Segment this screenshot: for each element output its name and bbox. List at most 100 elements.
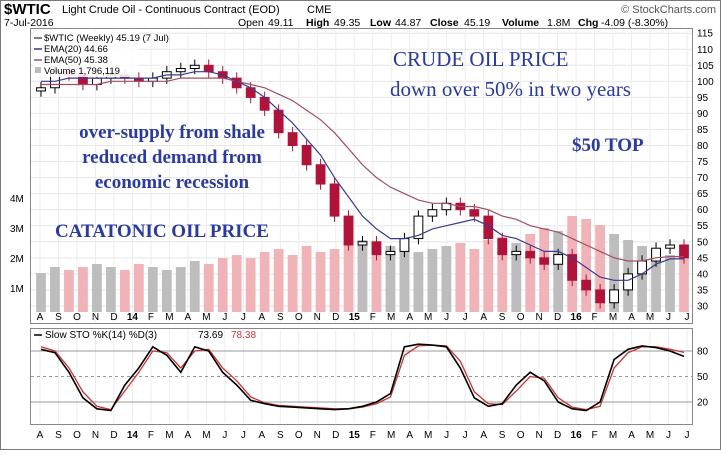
low-label: Low [370, 17, 392, 29]
x-tick-label: A [258, 430, 265, 441]
annotation-cause-1: over-supply from shale [79, 122, 265, 143]
stoch-d-value: 78.38 [231, 330, 256, 341]
x-tick-label: O [517, 430, 525, 441]
stoch-tick-label: 50 [697, 372, 709, 383]
x-tick-label: N [92, 312, 99, 323]
x-tick-label: J [685, 430, 690, 441]
volume-bar [217, 258, 228, 312]
volume-tick-label: 1M [10, 284, 24, 295]
volume-bar [455, 243, 466, 312]
x-tick-label: A [628, 430, 635, 441]
candle-body [287, 132, 298, 147]
chart-date: 7-Jul-2016 [4, 17, 54, 29]
volume-bar [287, 255, 298, 312]
volume-label: Volume [502, 17, 539, 29]
volume-bar [553, 231, 564, 312]
legend-volume: Volume 1,796,119 [44, 66, 120, 77]
volume-tick-label: 4M [10, 194, 24, 205]
x-tick-label: M [424, 430, 432, 441]
price-tick-label: 60 [697, 205, 709, 216]
x-tick-label: D [110, 312, 117, 323]
volume-value: 1.8M [547, 17, 570, 29]
volume-bar [343, 243, 354, 312]
x-tick-label: N [535, 312, 542, 323]
candle-body [483, 215, 494, 240]
volume-bar [203, 264, 214, 312]
x-tick-label: M [424, 312, 432, 323]
x-tick-label: J [222, 430, 227, 441]
x-tick-label: 15 [349, 430, 361, 441]
volume-bar [427, 249, 438, 312]
volume-bar [413, 252, 424, 312]
x-tick-label: O [73, 430, 81, 441]
price-tick-label: 90 [697, 109, 709, 120]
volume-bar [399, 249, 410, 312]
candle-body [315, 164, 326, 185]
ema50-line [41, 77, 684, 262]
stoch-tick-label: 20 [697, 398, 709, 409]
candle-body [203, 64, 214, 73]
x-tick-label: J [666, 312, 671, 323]
x-tick-label: M [202, 430, 210, 441]
candle-body [651, 247, 661, 262]
x-tick-label: J [222, 312, 227, 323]
stoch-label: Slow STO %K(14) %D(3) [45, 330, 157, 341]
volume-bar [105, 267, 116, 312]
volume-tick-label: 3M [10, 224, 24, 235]
legend-bg [33, 31, 138, 77]
symbol: $WTIC [4, 1, 51, 18]
x-tick-label: O [295, 430, 303, 441]
high-label: High [306, 17, 329, 29]
ohlc-readout: Open 49.11 High 49.35 Low 44.87 Close 45… [238, 17, 668, 29]
candle-body [329, 183, 340, 217]
x-tick-label: F [370, 312, 376, 323]
close-value: 45.19 [464, 17, 490, 29]
volume-bar [441, 246, 452, 312]
price-tick-label: 50 [697, 237, 709, 248]
volume-bar [78, 267, 88, 312]
x-tick-label: M [387, 312, 395, 323]
annotation-cause-2: reduced demand from [82, 147, 262, 168]
x-tick-label: M [165, 430, 173, 441]
volume-bar [92, 264, 102, 312]
candle-body [301, 145, 312, 166]
x-tick-label: S [55, 430, 62, 441]
x-tick-label: J [241, 430, 246, 441]
candle-body [399, 238, 410, 252]
annotation-title-1: CRUDE OIL PRICE [393, 47, 568, 71]
chg-label: Chg [578, 17, 598, 29]
x-tick-label: N [535, 430, 542, 441]
candle-body [581, 279, 592, 291]
candle-body [175, 68, 186, 73]
volume-bar [483, 240, 494, 312]
volume-bar [679, 258, 689, 312]
stoch-k-line [40, 343, 685, 412]
price-tick-label: 70 [697, 173, 709, 184]
volume-bar [609, 234, 620, 312]
x-axis-stoch: A S O N D 14 F M A M J J A S O N D 15 F M A M J J A S O N D 16 F M A M J J [37, 430, 690, 441]
candle-body [469, 209, 480, 217]
annotation-catatonic: CATATONIC OIL PRICE [55, 221, 269, 242]
x-tick-label: A [37, 430, 44, 441]
x-tick-label: N [314, 312, 321, 323]
x-tick-label: A [258, 312, 265, 323]
x-tick-label: J [241, 312, 246, 323]
volume-axis: 4M 3M 2M 1M [10, 194, 24, 295]
price-tick-label: 65 [697, 189, 709, 200]
x-tick-label: D [554, 312, 561, 323]
volume-bar [175, 267, 186, 312]
close-label: Close [430, 17, 459, 29]
candle-body [511, 250, 522, 256]
volume-bar [371, 243, 382, 312]
annotation-title-2: down over 50% in two years [390, 77, 631, 101]
x-tick-label: A [185, 312, 192, 323]
x-tick-label: A [480, 430, 487, 441]
open-value: 49.11 [268, 17, 294, 29]
volume-bar [119, 270, 130, 312]
candle-body [665, 244, 675, 249]
x-tick-label: D [332, 430, 339, 441]
annotation-top: $50 TOP [572, 135, 644, 156]
stoch-k-value: 73.69 [198, 330, 223, 341]
price-tick-label: 75 [697, 157, 709, 168]
